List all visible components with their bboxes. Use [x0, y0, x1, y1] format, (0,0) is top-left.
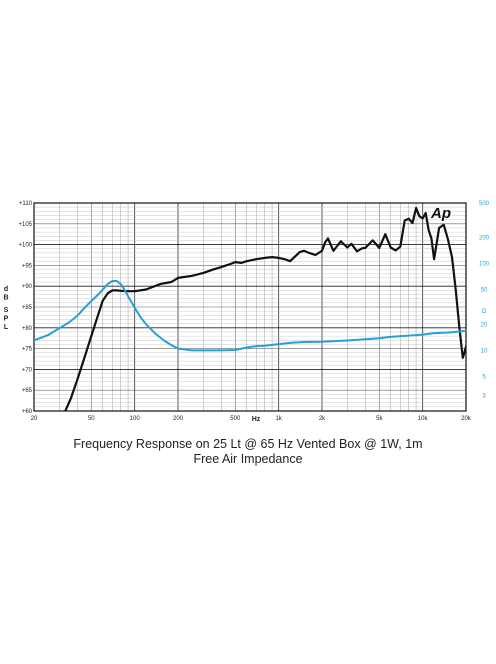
- x-tick-label: 10k: [418, 416, 429, 422]
- x-tick-label: 20: [31, 416, 38, 422]
- y-tick-label: +75: [22, 347, 33, 353]
- y-axis-label-char: d: [4, 286, 8, 293]
- x-tick-label: 200: [173, 416, 184, 422]
- y2-axis-label: Ω: [482, 309, 487, 315]
- impedance-series-line: [34, 280, 466, 352]
- y2-tick-label: 10: [481, 348, 488, 354]
- y-tick-label: +90: [22, 284, 33, 290]
- frequency-response-chart: +110 +105 +100 +95 +90 +85 +80 +75 +70 +65 +60 500…: [3, 201, 490, 423]
- x-tick-label: 20k: [461, 416, 472, 422]
- y2-tick-label: 200: [479, 236, 490, 242]
- y2-tick-label: 500: [479, 201, 490, 207]
- y-axis-label-char: B: [3, 295, 8, 302]
- chart-caption-line-1: Frequency Response on 25 Lt @ 65 Hz Vent…: [73, 437, 423, 451]
- y-tick-label: +70: [22, 367, 33, 373]
- chart-series: [34, 206, 466, 411]
- chart-grid: [33, 202, 467, 412]
- y-tick-label: +80: [22, 326, 33, 332]
- chart-caption-line-2: Free Air Impedance: [193, 452, 303, 466]
- y-axis-ticks: +110 +105 +100 +95 +90 +85 +80 +75 +70 +65 +60: [18, 201, 32, 415]
- plot-frame: [33, 202, 467, 412]
- plot-border: [33, 202, 467, 412]
- y-axis-label-char: S: [4, 307, 9, 314]
- y2-tick-label: 5: [482, 374, 486, 380]
- x-tick-label: 50: [88, 416, 95, 422]
- y2-tick-label: 50: [481, 288, 488, 294]
- x-tick-label: 1k: [275, 416, 282, 422]
- x-tick-label: 2k: [319, 416, 326, 422]
- x-axis-label: Hz: [252, 416, 261, 423]
- y-tick-label: +95: [22, 263, 33, 269]
- y2-axis-ticks: 500 200 100 50 20 10 5 3: [479, 201, 490, 400]
- ap-logo: Ap: [430, 205, 451, 222]
- y2-tick-label: 100: [479, 262, 490, 268]
- y2-tick-label: 3: [482, 394, 486, 400]
- y-axis-label-char: L: [4, 324, 9, 331]
- x-axis-ticks: 20 50 100 200 500 1k 2k 5k 10k 20k: [31, 416, 472, 422]
- spl-series-line: [64, 206, 466, 411]
- y2-tick-label: 20: [481, 322, 488, 328]
- y-axis-label-char: P: [4, 316, 9, 323]
- y-tick-label: +105: [18, 222, 32, 228]
- y-tick-label: +85: [22, 305, 33, 311]
- x-tick-label: 500: [230, 416, 241, 422]
- y-tick-label: +65: [22, 388, 33, 394]
- y-tick-label: +110: [19, 201, 33, 207]
- y-tick-label: +60: [22, 409, 33, 415]
- y-axis-label-char: [5, 299, 7, 306]
- x-tick-label: 100: [130, 416, 141, 422]
- x-tick-label: 5k: [376, 416, 383, 422]
- y-tick-label: +100: [18, 243, 32, 249]
